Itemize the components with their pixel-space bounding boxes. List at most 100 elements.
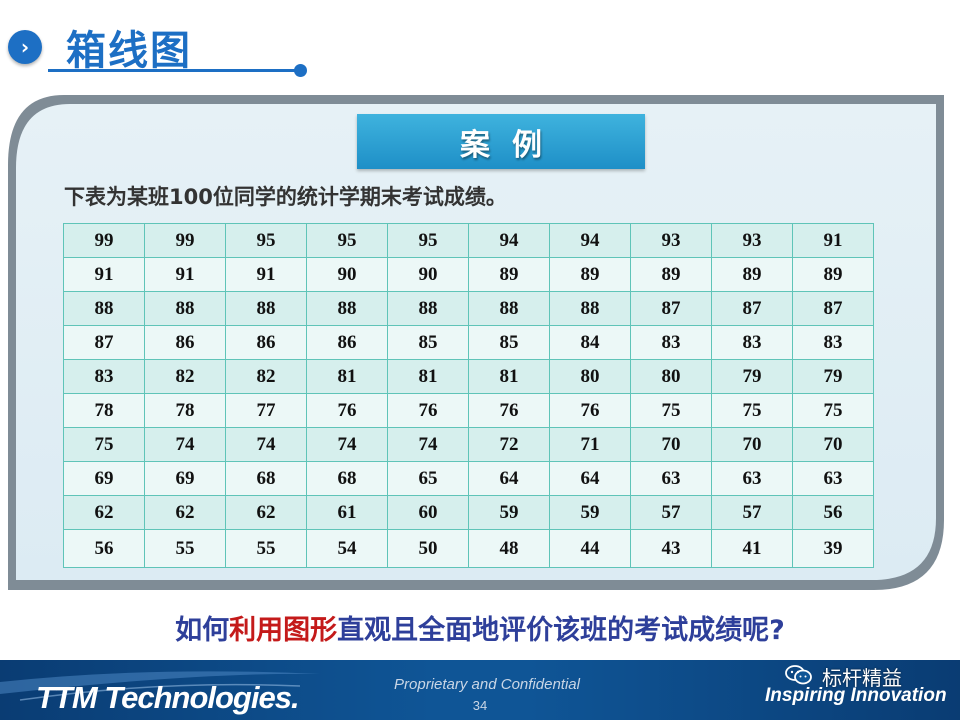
scores-table: 99 99 95 95 95 94 94 93 93 91 91 91 91 90 90 89 89 89 89 89… [63,223,874,568]
ttm-logo: TTM Technologies. [36,680,300,715]
page-title: 箱线图 [66,28,192,74]
intro-text: 下表为某班100位同学的统计学期末考试成绩。 [64,185,507,209]
table-row: 62 62 62 61 60 59 59 57 57 56 [63,495,874,530]
score-cell: 74 [225,427,307,462]
score-cell: 59 [468,495,550,530]
score-cell: 75 [630,393,712,428]
score-cell: 88 [144,291,226,326]
score-cell: 70 [711,427,793,462]
footer-swoosh [0,671,320,701]
score-cell: 57 [711,495,793,530]
table-row: 75 74 74 74 74 72 71 70 70 70 [63,427,874,462]
score-cell: 93 [711,223,793,258]
score-cell: 76 [387,393,469,428]
score-cell: 56 [792,495,874,530]
score-cell: 76 [306,393,388,428]
score-cell: 79 [711,359,793,394]
score-cell: 99 [144,223,226,258]
score-cell: 82 [144,359,226,394]
question-part2: 直观且全面地评价该班的考试成绩呢? [337,615,785,646]
score-cell: 62 [225,495,307,530]
wechat-icon [785,665,812,685]
score-cell: 64 [549,461,631,496]
score-cell: 93 [630,223,712,258]
score-cell: 62 [144,495,226,530]
score-cell: 69 [63,461,145,496]
table-row: 56 55 55 54 50 48 44 43 41 39 [63,529,874,568]
score-cell: 63 [711,461,793,496]
score-cell: 86 [306,325,388,360]
score-cell: 94 [468,223,550,258]
question-text: 如何利用图形直观且全面地评价该班的考试成绩呢? [0,608,960,647]
score-cell: 79 [792,359,874,394]
score-cell: 77 [225,393,307,428]
score-cell: 70 [630,427,712,462]
score-cell: 76 [549,393,631,428]
score-cell: 74 [387,427,469,462]
score-cell: 81 [468,359,550,394]
score-cell: 89 [468,257,550,292]
table-row: 78 78 77 76 76 76 76 75 75 75 [63,393,874,428]
score-cell: 43 [630,529,712,568]
score-cell: 74 [144,427,226,462]
score-cell: 88 [387,291,469,326]
tagline: Inspiring Innovation [765,685,947,706]
score-cell: 39 [792,529,874,568]
score-cell: 41 [711,529,793,568]
score-cell: 91 [63,257,145,292]
score-cell: 84 [549,325,631,360]
score-cell: 81 [387,359,469,394]
score-cell: 54 [306,529,388,568]
table-row: 87 86 86 86 85 85 84 83 83 83 [63,325,874,360]
score-cell: 80 [549,359,631,394]
table-row: 83 82 82 81 81 81 80 80 79 79 [63,359,874,394]
score-cell: 86 [225,325,307,360]
score-cell: 78 [63,393,145,428]
score-cell: 95 [387,223,469,258]
score-cell: 90 [387,257,469,292]
score-cell: 56 [63,529,145,568]
score-cell: 88 [468,291,550,326]
score-cell: 91 [225,257,307,292]
question-part1: 如何 [175,615,230,646]
score-cell: 75 [711,393,793,428]
score-cell: 89 [711,257,793,292]
confidential-label: Proprietary and Confidential [394,676,580,693]
score-cell: 95 [306,223,388,258]
score-cell: 62 [63,495,145,530]
score-cell: 72 [468,427,550,462]
score-cell: 91 [144,257,226,292]
score-cell: 48 [468,529,550,568]
title-underline [48,69,300,72]
score-cell: 87 [711,291,793,326]
score-cell: 95 [225,223,307,258]
title-underline-dot [294,64,307,77]
score-cell: 86 [144,325,226,360]
score-cell: 87 [63,325,145,360]
case-label-box: 案例 [357,114,645,169]
score-cell: 65 [387,461,469,496]
score-cell: 74 [306,427,388,462]
score-cell: 78 [144,393,226,428]
score-cell: 89 [630,257,712,292]
score-cell: 61 [306,495,388,530]
score-cell: 88 [549,291,631,326]
score-cell: 87 [792,291,874,326]
score-cell: 68 [306,461,388,496]
score-cell: 83 [792,325,874,360]
table-row: 69 69 68 68 65 64 64 63 63 63 [63,461,874,496]
score-cell: 88 [225,291,307,326]
brand-name: 标杆精益 [822,666,902,690]
score-cell: 87 [630,291,712,326]
question-highlight: 利用图形 [229,615,338,646]
score-cell: 89 [549,257,631,292]
case-label: 案例 [460,127,564,163]
score-cell: 89 [792,257,874,292]
score-cell: 83 [63,359,145,394]
score-cell: 76 [468,393,550,428]
page-number: 34 [472,698,488,713]
score-cell: 99 [63,223,145,258]
score-cell: 75 [63,427,145,462]
chevron-right-icon: › [8,30,42,64]
score-cell: 88 [63,291,145,326]
